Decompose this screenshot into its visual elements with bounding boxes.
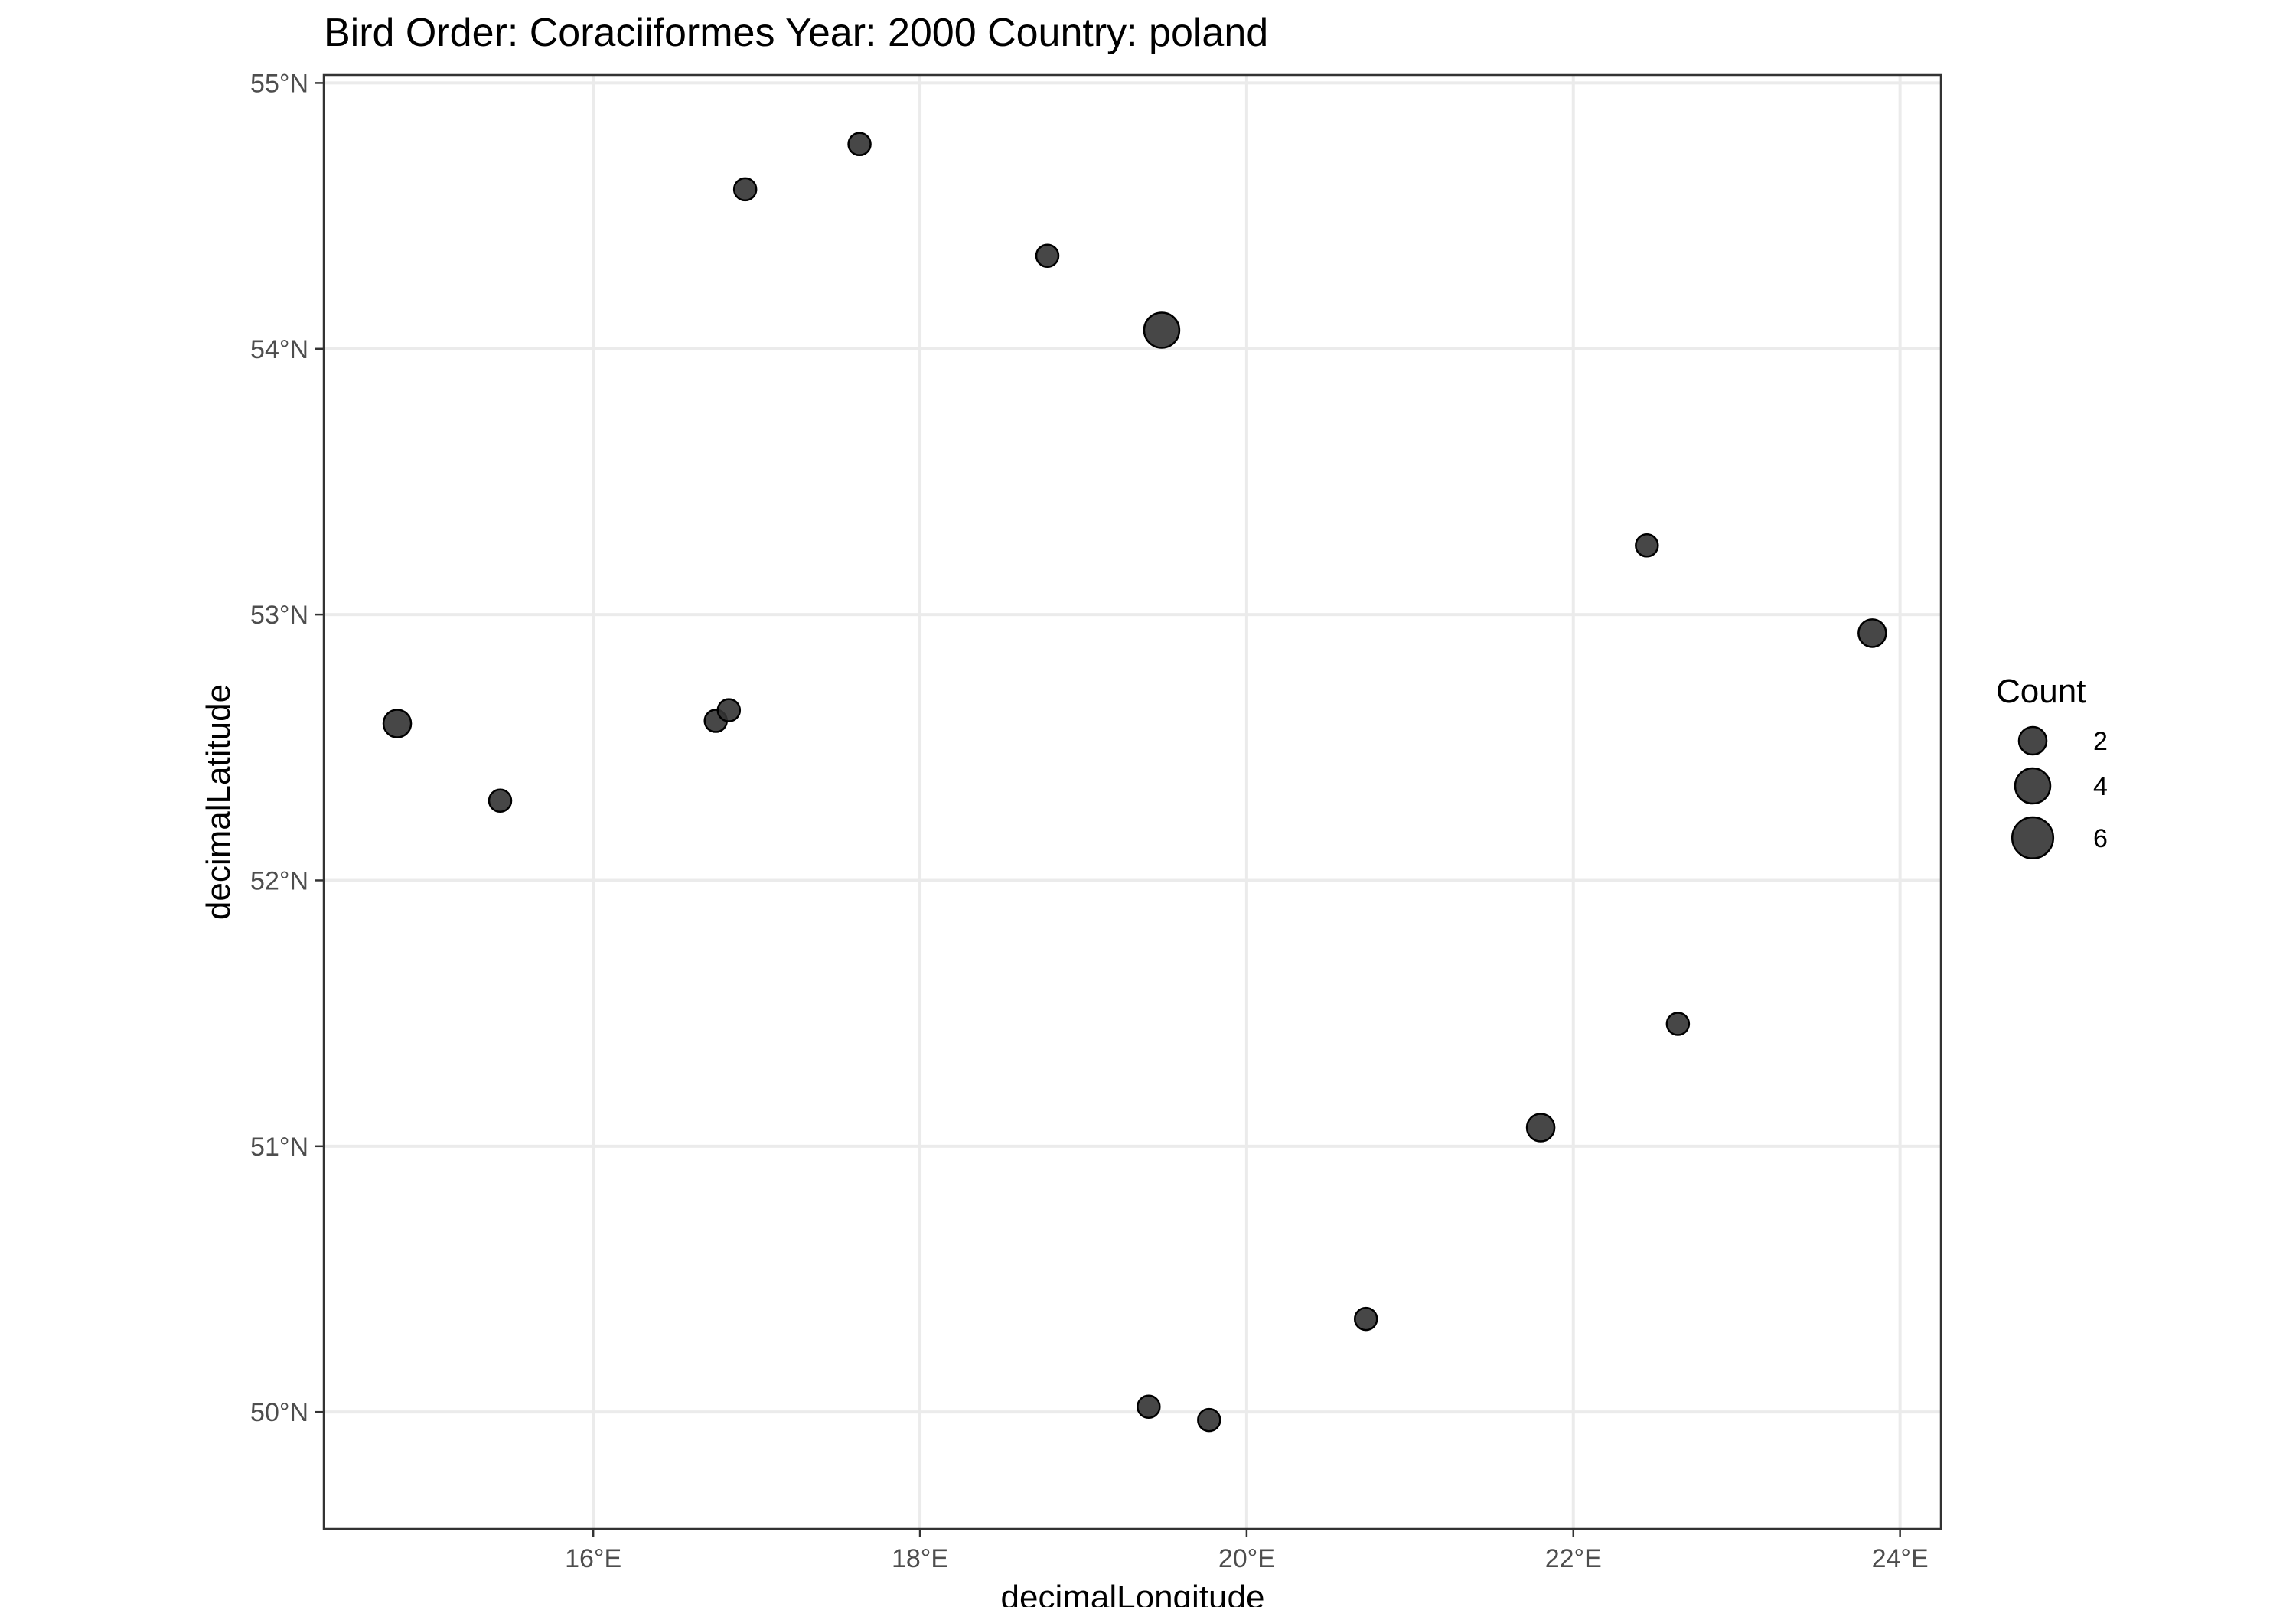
x-tick-label: 24°E [1872,1544,1929,1573]
data-point [1525,1113,1556,1143]
data-point [732,177,758,202]
legend-key-circle [2011,816,2055,859]
y-axis-title: decimalLatitude [200,684,237,920]
chart-title: Bird Order: Coraciiformes Year: 2000 Cou… [324,11,1268,55]
data-point [1665,1012,1691,1036]
x-axis-title: decimalLongitude [1001,1579,1265,1607]
legend-key-circle [2017,725,2048,756]
legend-key-circle [2014,767,2052,805]
legend-title: Count [1996,673,2086,710]
y-tick-label: 50°N [250,1398,308,1427]
x-tick-label: 16°E [565,1544,621,1573]
data-point [1143,311,1181,349]
y-tick-label: 51°N [250,1133,308,1162]
panel-background [324,75,1941,1529]
x-tick-label: 20°E [1218,1544,1275,1573]
data-point [716,698,742,722]
data-point [382,709,413,738]
x-axis: 16°E 18°E 20°E 22°E 24°E [565,1529,1929,1573]
y-tick-label: 54°N [250,335,308,364]
data-point [1137,1394,1161,1419]
legend-key-label: 6 [2093,824,2108,853]
data-point [1197,1407,1221,1433]
y-tick-label: 55°N [250,69,308,98]
y-axis: 50°N 51°N 52°N 53°N 54°N 55°N [250,69,324,1427]
data-point [1353,1306,1378,1332]
x-tick-label: 22°E [1545,1544,1602,1573]
x-tick-label: 18°E [892,1544,948,1573]
data-point [1035,243,1060,268]
plot-panel [322,73,1942,1530]
data-point [847,132,872,157]
legend-key-label: 2 [2093,727,2108,756]
y-tick-label: 53°N [250,601,308,630]
data-points [382,132,1887,1433]
gridlines [324,75,1941,1529]
data-point [1857,618,1887,648]
data-point [488,788,513,813]
size-legend: Count 2 4 6 [1996,673,2108,859]
y-tick-label: 52°N [250,866,308,895]
legend-key-label: 4 [2093,772,2108,801]
data-point [1635,533,1659,558]
